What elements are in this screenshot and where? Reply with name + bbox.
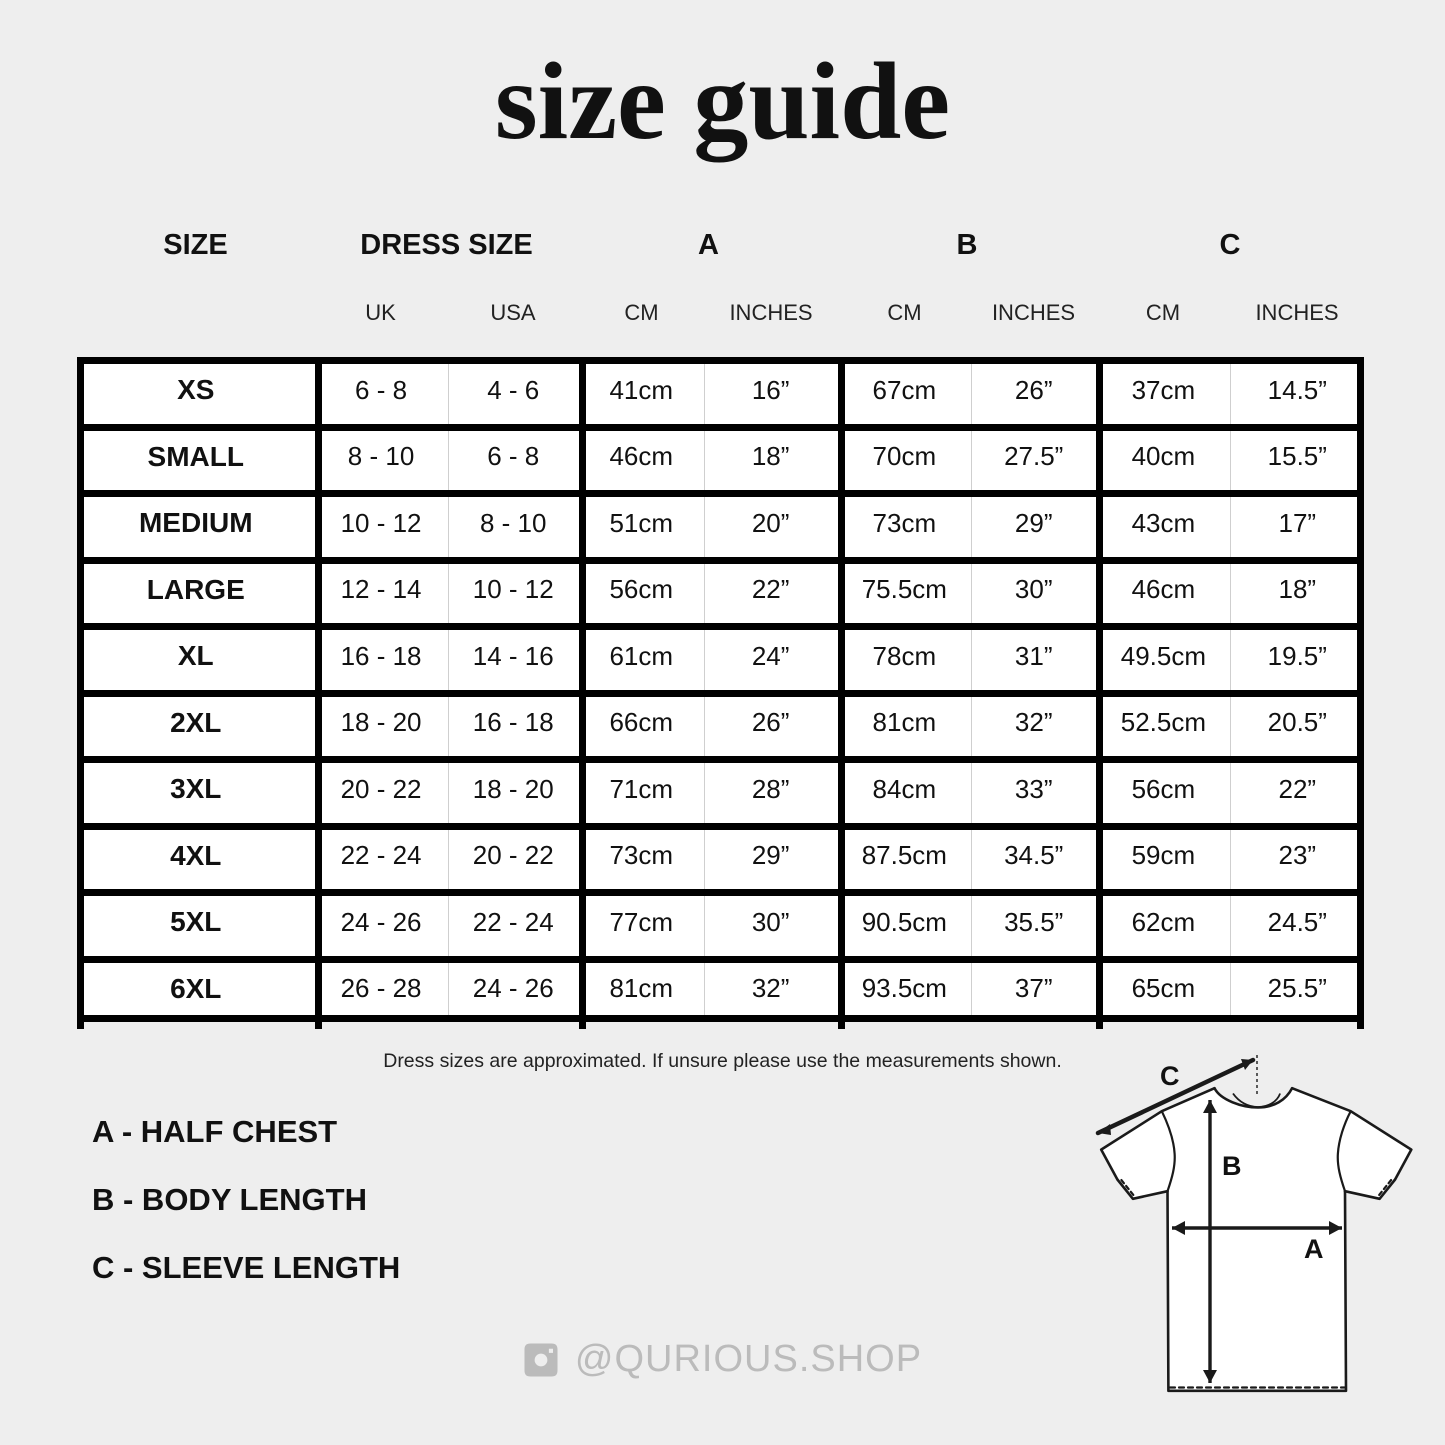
svg-text:A: A xyxy=(1304,1234,1324,1264)
svg-text:B: B xyxy=(1222,1151,1242,1181)
svg-text:C: C xyxy=(1160,1061,1180,1091)
